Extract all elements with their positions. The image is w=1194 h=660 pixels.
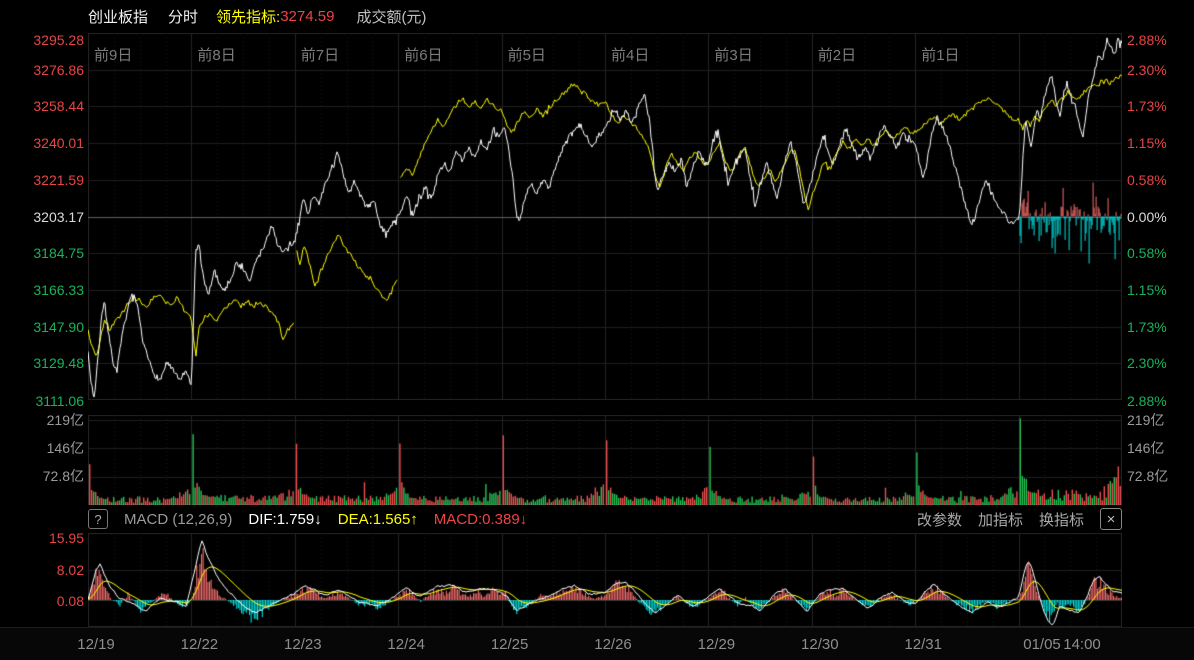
macd-indicator-name[interactable]: MACD (12,26,9) [124, 510, 233, 528]
date-axis-label: 12/22 [180, 636, 219, 653]
macd-help-icon[interactable]: ? [88, 509, 108, 529]
volume-axis-label-left: 219亿 [46, 412, 84, 428]
index-name: 创业板指 [88, 9, 149, 26]
date-axis-label: 12/23 [284, 636, 322, 653]
percent-axis-label: 1.73% [1127, 318, 1167, 335]
prev-day-label: 前7日 [300, 47, 340, 64]
macd-axis-label: 0.08 [56, 593, 84, 609]
date-axis-label: 12/24 [387, 636, 425, 653]
macd-axis-label: 8.02 [56, 562, 84, 578]
view-mode-label[interactable]: 分时 [168, 9, 199, 26]
percent-axis-label: 0.58% [1127, 245, 1167, 262]
date-axis-label: 01/05 [1023, 636, 1061, 653]
percent-axis-label: 2.88% [1127, 393, 1167, 409]
percent-axis-label: 0.00% [1127, 208, 1167, 225]
percent-axis-label: 1.73% [1127, 98, 1167, 115]
price-axis-label: 3203.17 [33, 208, 84, 225]
top-info-bar: 创业板指 分时 领先指标: 3274.59 成交额(元) [88, 0, 440, 33]
price-axis-label: 3129.48 [33, 355, 84, 372]
volume-axis-label-right: 219亿 [1127, 412, 1165, 428]
date-axis-label: 14:00 [1063, 636, 1101, 653]
volume-axis-label-left: 72.8亿 [42, 468, 84, 484]
price-axis-label: 3184.75 [33, 245, 84, 262]
prev-day-label: 前9日 [94, 47, 133, 64]
percent-axis-label: 1.15% [1127, 281, 1167, 298]
percent-axis-label: 2.30% [1127, 355, 1167, 372]
macd-dea-value: DEA:1.565↑ [337, 510, 418, 528]
macd-header-bar: ? MACD (12,26,9) DIF:1.759↓ DEA:1.565↑ M… [88, 505, 1122, 533]
date-axis-bar [0, 627, 1194, 660]
percent-axis-label: 2.88% [1127, 32, 1167, 48]
volume-chart-canvas[interactable] [88, 415, 1122, 505]
prev-day-label: 前3日 [714, 47, 753, 64]
price-axis-label: 3240.01 [33, 135, 84, 152]
price-axis-label: 3295.28 [33, 32, 84, 48]
macd-hist-value: MACD:0.389↓ [433, 510, 528, 528]
lead-indicator-value: 3274.59 [280, 8, 335, 25]
price-axis-label: 3258.44 [33, 98, 84, 115]
macd-action-换指标[interactable]: 换指标 [1038, 511, 1084, 529]
prev-day-label: 前6日 [404, 47, 443, 64]
volume-axis-label-right: 146亿 [1127, 440, 1165, 456]
macd-chart-canvas[interactable] [88, 533, 1122, 627]
date-axis-label: 12/31 [904, 636, 942, 653]
volume-axis-label-right: 72.8亿 [1127, 468, 1169, 484]
price-axis-label: 3147.90 [33, 318, 84, 335]
volume-axis-label-left: 146亿 [46, 440, 84, 456]
date-axis-label: 12/19 [77, 636, 115, 653]
date-axis-label: 12/29 [697, 636, 736, 653]
macd-action-改参数[interactable]: 改参数 [916, 511, 962, 529]
prev-day-label: 前1日 [921, 47, 960, 64]
price-axis-label: 3166.33 [33, 281, 84, 298]
close-indicator-icon[interactable]: × [1100, 508, 1122, 530]
percent-axis-label: 1.15% [1127, 135, 1167, 152]
prev-day-label: 前2日 [817, 47, 857, 64]
percent-axis-label: 2.30% [1127, 61, 1167, 78]
turnover-label: 成交额(元) [356, 9, 427, 26]
price-chart-canvas[interactable] [88, 33, 1122, 400]
macd-action-加指标[interactable]: 加指标 [977, 511, 1023, 529]
price-axis-label: 3221.59 [33, 171, 84, 188]
prev-day-label: 前8日 [197, 47, 236, 64]
percent-axis-label: 0.58% [1127, 171, 1167, 188]
prev-day-label: 前4日 [611, 47, 650, 64]
date-axis-label: 12/25 [490, 636, 529, 653]
date-axis-label: 12/30 [801, 636, 839, 653]
lead-indicator-label: 领先指标: [216, 9, 281, 26]
price-axis-label: 3111.06 [35, 393, 84, 409]
date-axis-label: 12/26 [594, 636, 632, 653]
macd-axis-label: 15.95 [48, 530, 84, 546]
prev-day-label: 前5日 [507, 47, 546, 64]
price-axis-label: 3276.86 [33, 61, 84, 78]
macd-dif-value: DIF:1.759↓ [248, 510, 322, 528]
